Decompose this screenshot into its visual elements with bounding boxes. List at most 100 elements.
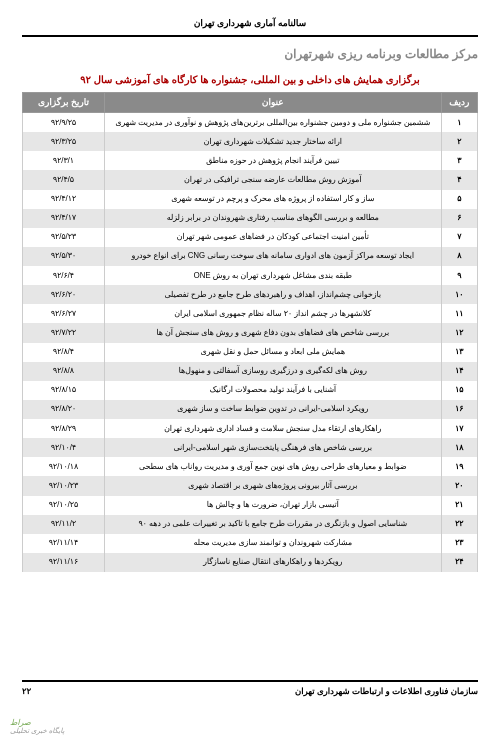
cell-title: ششمین جشنواره ملی و دومین جشنواره بین‌ال… <box>104 113 441 133</box>
table-row: ۲۴رویکردها و راهکارهای انتقال صنایع ناسا… <box>23 553 478 572</box>
cell-idx: ۱۸ <box>441 438 477 457</box>
table-row: ۵ساز و کار استفاده از پروژه های محرک و پ… <box>23 190 478 209</box>
footer-page-number: ۲۲ <box>22 686 31 697</box>
table-row: ۱۴روش های لکه‌گیری و درزگیری روسازی آسفا… <box>23 362 478 381</box>
cell-date: ۹۲/۷/۲۲ <box>23 323 105 342</box>
watermark-main: صراط <box>10 718 31 727</box>
cell-date: ۹۲/۵/۳۰ <box>23 247 105 266</box>
cell-idx: ۱ <box>441 113 477 133</box>
table-row: ۹طبقه بندی مشاغل شهرداری تهران به روش ON… <box>23 266 478 285</box>
table-row: ۷تأمین امنیت اجتماعی کودکان در فضاهای عم… <box>23 228 478 247</box>
table-row: ۱۳همایش ملی ابعاد و مسائل حمل و نقل شهری… <box>23 343 478 362</box>
cell-idx: ۱۱ <box>441 304 477 323</box>
table-row: ۶مطالعه و بررسی الگوهای مناسب رفتاری شهر… <box>23 209 478 228</box>
table-row: ۲۳مشارکت شهروندان و توانمند سازی مدیریت … <box>23 534 478 553</box>
cell-title: بررسی شاخص های فضاهای بدون دفاع شهری و ر… <box>104 323 441 342</box>
cell-date: ۹۲/۸/۸ <box>23 362 105 381</box>
cell-date: ۹۲/۸/۲۹ <box>23 419 105 438</box>
footer-org: سازمان فناوری اطلاعات و ارتباطات شهرداری… <box>295 686 478 697</box>
table-row: ۸ایجاد توسعه مراکز آزمون های ادواری ساما… <box>23 247 478 266</box>
cell-idx: ۳ <box>441 151 477 170</box>
cell-date: ۹۲/۳/۱ <box>23 151 105 170</box>
table-row: ۱۰بازخوانی چشم‌انداز، اهداف و راهبردهای … <box>23 285 478 304</box>
cell-title: ایجاد توسعه مراکز آزمون های ادواری سامان… <box>104 247 441 266</box>
table-title: برگزاری همایش های داخلی و بین المللی، جش… <box>22 75 478 86</box>
cell-title: روش های لکه‌گیری و درزگیری روسازی آسفالت… <box>104 362 441 381</box>
cell-date: ۹۲/۳/۲۵ <box>23 132 105 151</box>
page-footer: سازمان فناوری اطلاعات و ارتباطات شهرداری… <box>22 680 478 697</box>
table-row: ۲۰بررسی آثار بیرونی پروژه‌های شهری بر اق… <box>23 476 478 495</box>
cell-title: تأمین امنیت اجتماعی کودکان در فضاهای عمو… <box>104 228 441 247</box>
table-row: ۱۹ضوابط و معیارهای طراحی روش های نوین جم… <box>23 457 478 476</box>
cell-idx: ۱۶ <box>441 400 477 419</box>
table-row: ۲۱آتیسی بازار تهران، ضرورت ها و چالش ها۹… <box>23 496 478 515</box>
cell-idx: ۴ <box>441 170 477 189</box>
cell-title: ساز و کار استفاده از پروژه های محرک و پر… <box>104 190 441 209</box>
cell-title: کلانشهرها در چشم انداز ۲۰ ساله نظام جمهو… <box>104 304 441 323</box>
cell-title: مطالعه و بررسی الگوهای مناسب رفتاری شهرو… <box>104 209 441 228</box>
cell-date: ۹۲/۱۰/۴ <box>23 438 105 457</box>
cell-idx: ۹ <box>441 266 477 285</box>
cell-date: ۹۲/۸/۴ <box>23 343 105 362</box>
table-row: ۱۶رویکرد اسلامی-ایرانی در تدوین ضوابط سا… <box>23 400 478 419</box>
cell-idx: ۷ <box>441 228 477 247</box>
cell-date: ۹۲/۴/۱۷ <box>23 209 105 228</box>
cell-idx: ۶ <box>441 209 477 228</box>
cell-date: ۹۲/۱۱/۲ <box>23 515 105 534</box>
cell-idx: ۱۵ <box>441 381 477 400</box>
cell-title: طبقه بندی مشاغل شهرداری تهران به روش ONE <box>104 266 441 285</box>
cell-idx: ۲ <box>441 132 477 151</box>
cell-idx: ۱۰ <box>441 285 477 304</box>
cell-date: ۹۲/۱۱/۱۴ <box>23 534 105 553</box>
cell-idx: ۱۹ <box>441 457 477 476</box>
cell-title: شناسایی اصول و بازنگری در مقررات طرح جام… <box>104 515 441 534</box>
cell-idx: ۱۴ <box>441 362 477 381</box>
cell-date: ۹۲/۱۰/۲۵ <box>23 496 105 515</box>
table-row: ۱۲بررسی شاخص های فضاهای بدون دفاع شهری و… <box>23 323 478 342</box>
cell-date: ۹۲/۱۰/۲۳ <box>23 476 105 495</box>
cell-date: ۹۲/۴/۱۲ <box>23 190 105 209</box>
cell-idx: ۵ <box>441 190 477 209</box>
cell-title: تبیین فرآیند انجام پژوهش در حوزه مناطق <box>104 151 441 170</box>
watermark: صراط پایگاه خبری تحلیلی <box>10 718 64 735</box>
events-table: ردیف عنوان تاریخ برگزاری ۱ششمین جشنواره … <box>22 92 478 572</box>
table-row: ۲ارائه ساختار جدید تشکیلات شهرداری تهران… <box>23 132 478 151</box>
table-row: ۱۷راهکارهای ارتقاء مدل سنجش سلامت و فساد… <box>23 419 478 438</box>
cell-title: آشنایی با فرآیند تولید محصولات ارگانیک <box>104 381 441 400</box>
watermark-sub: پایگاه خبری تحلیلی <box>10 727 64 735</box>
cell-idx: ۲۴ <box>441 553 477 572</box>
table-row: ۴آموزش روش مطالعات عارضه سنجی ترافیکی در… <box>23 170 478 189</box>
cell-title: رویکرد اسلامی-ایرانی در تدوین ضوابط ساخت… <box>104 400 441 419</box>
cell-idx: ۲۳ <box>441 534 477 553</box>
cell-title: آتیسی بازار تهران، ضرورت ها و چالش ها <box>104 496 441 515</box>
cell-title: رویکردها و راهکارهای انتقال صنایع ناسازگ… <box>104 553 441 572</box>
cell-title: ضوابط و معیارهای طراحی روش های نوین جمع … <box>104 457 441 476</box>
cell-title: بررسی آثار بیرونی پروژه‌های شهری بر اقتص… <box>104 476 441 495</box>
cell-date: ۹۲/۴/۵ <box>23 170 105 189</box>
cell-date: ۹۲/۶/۲۷ <box>23 304 105 323</box>
cell-idx: ۲۱ <box>441 496 477 515</box>
col-header-date: تاریخ برگزاری <box>23 93 105 113</box>
cell-idx: ۸ <box>441 247 477 266</box>
cell-idx: ۲۰ <box>441 476 477 495</box>
cell-date: ۹۲/۶/۲۰ <box>23 285 105 304</box>
table-row: ۱ششمین جشنواره ملی و دومین جشنواره بین‌ا… <box>23 113 478 133</box>
cell-title: همایش ملی ابعاد و مسائل حمل و نقل شهری <box>104 343 441 362</box>
cell-date: ۹۲/۸/۲۰ <box>23 400 105 419</box>
table-row: ۲۲شناسایی اصول و بازنگری در مقررات طرح ج… <box>23 515 478 534</box>
cell-title: ارائه ساختار جدید تشکیلات شهرداری تهران <box>104 132 441 151</box>
cell-date: ۹۲/۹/۲۵ <box>23 113 105 133</box>
cell-date: ۹۲/۸/۱۵ <box>23 381 105 400</box>
table-row: ۱۵آشنایی با فرآیند تولید محصولات ارگانیک… <box>23 381 478 400</box>
cell-idx: ۱۳ <box>441 343 477 362</box>
cell-title: آموزش روش مطالعات عارضه سنجی ترافیکی در … <box>104 170 441 189</box>
cell-date: ۹۲/۵/۲۳ <box>23 228 105 247</box>
table-row: ۱۸بررسی شاخص های فرهنگی پایتخت‌سازی شهر … <box>23 438 478 457</box>
cell-title: بازخوانی چشم‌انداز، اهداف و راهبردهای طر… <box>104 285 441 304</box>
cell-title: بررسی شاخص های فرهنگی پایتخت‌سازی شهر اس… <box>104 438 441 457</box>
cell-idx: ۲۲ <box>441 515 477 534</box>
cell-idx: ۱۷ <box>441 419 477 438</box>
cell-date: ۹۲/۱۰/۱۸ <box>23 457 105 476</box>
table-header-row: ردیف عنوان تاریخ برگزاری <box>23 93 478 113</box>
page-top-header: سالنامه آماری شهرداری تهران <box>22 18 478 37</box>
